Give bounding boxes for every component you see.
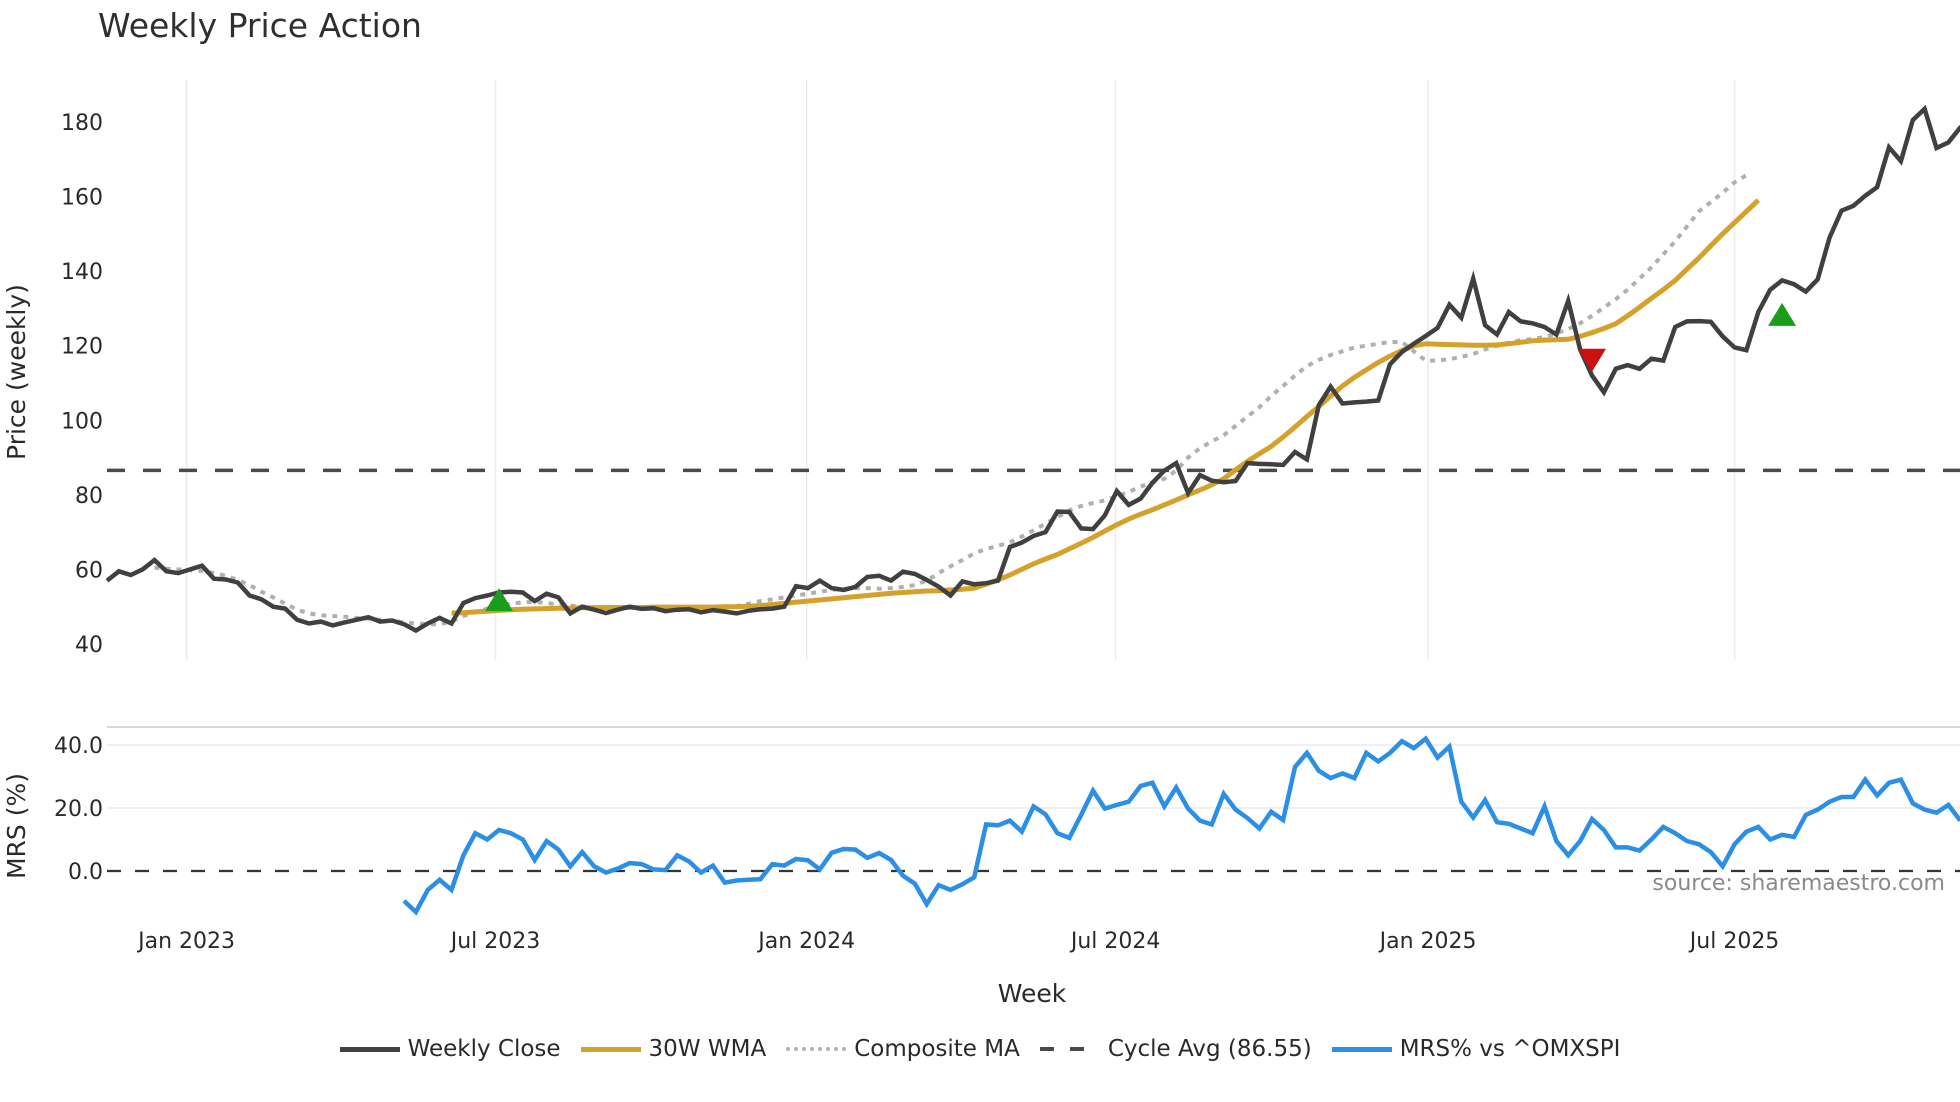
mrs-y-axis-ticks: 0.0 20.0 40.0 [54, 734, 103, 885]
buy-signal-triangle-up-icon [1768, 302, 1797, 326]
y-tick-label: 100 [61, 409, 103, 434]
y-tick-label: 140 [61, 260, 103, 285]
x-axis-title: Week [998, 979, 1067, 1008]
legend-label: MRS% vs ^OMXSPI [1399, 1036, 1621, 1062]
signal-markers [485, 302, 1797, 612]
buy-signal-triangle-up-icon [485, 588, 514, 612]
legend-label: 30W WMA [648, 1036, 767, 1062]
mrs-horizontal-gridlines [107, 744, 1960, 809]
sell-signal-triangle-down-icon [1578, 348, 1606, 372]
weekly-close-line [105, 104, 1960, 634]
legend-item[interactable]: Cycle Avg (86.55) [1039, 1036, 1312, 1062]
x-tick-label: Jan 2025 [1378, 929, 1477, 954]
source-annotation: source: sharemaestro.com [1652, 871, 1945, 896]
legend-item[interactable]: Weekly Close [339, 1036, 561, 1062]
legend-label: Cycle Avg (86.55) [1107, 1036, 1312, 1062]
mrs-line [402, 735, 1960, 916]
composite-ma-line [154, 173, 1748, 627]
legend-swatch-icon [339, 1046, 400, 1052]
y-tick-label: 20.0 [54, 797, 103, 822]
x-tick-label: Jul 2024 [1069, 929, 1161, 954]
x-tick-label: Jan 2023 [136, 929, 235, 954]
price-y-axis-ticks: 40 60 80 100 120 140 160 180 [61, 111, 103, 658]
legend-swatch-icon [580, 1046, 641, 1052]
legend-swatch-icon [1039, 1047, 1100, 1051]
data-series [105, 104, 1960, 916]
y-tick-label: 40 [75, 633, 103, 658]
legend-item[interactable]: Composite MA [786, 1036, 1020, 1062]
vertical-gridlines [185, 80, 1736, 660]
x-tick-label: Jul 2023 [449, 929, 541, 954]
x-tick-label: Jul 2025 [1688, 929, 1780, 954]
chart-title: Weekly Price Action [98, 6, 422, 45]
legend-swatch-icon [1331, 1046, 1392, 1052]
y-tick-label: 60 [75, 558, 103, 583]
y-tick-label: 0.0 [68, 860, 103, 885]
x-tick-label: Jan 2024 [756, 929, 855, 954]
mrs-y-axis-title: MRS (%) [2, 773, 31, 879]
y-tick-label: 40.0 [54, 734, 103, 759]
y-tick-label: 180 [61, 111, 103, 136]
y-tick-label: 120 [61, 335, 103, 360]
y-tick-label: 160 [61, 186, 103, 211]
legend-label: Weekly Close [407, 1036, 561, 1062]
price-y-axis-title: Price (weekly) [2, 284, 31, 460]
wma-30w-line [451, 198, 1761, 616]
y-tick-label: 80 [75, 484, 103, 509]
legend-swatch-icon [786, 1047, 847, 1051]
legend-item[interactable]: MRS% vs ^OMXSPI [1331, 1036, 1621, 1062]
x-axis-ticks: Jan 2023 Jul 2023 Jan 2024 Jul 2024 Jan 2025… [136, 929, 1779, 954]
legend-label: Composite MA [854, 1036, 1020, 1062]
legend-item[interactable]: 30W WMA [580, 1036, 767, 1062]
legend: Weekly Close 30W WMA Composite MA Cycle Avg… [0, 1036, 1960, 1062]
